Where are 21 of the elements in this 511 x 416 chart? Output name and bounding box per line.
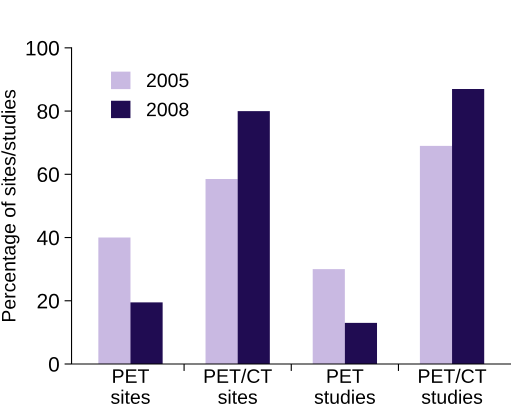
- y-tick-label: 40: [37, 230, 59, 246]
- bar: [312, 269, 345, 364]
- bar: [130, 302, 163, 364]
- y-axis-title: Percentage of sites/studies: [1, 90, 20, 322]
- x-tick-label: PET/CT sites: [204, 368, 272, 404]
- bar: [344, 322, 378, 364]
- y-tick-label: 80: [37, 104, 59, 119]
- bar: [206, 179, 238, 364]
- legend-label: 2008: [146, 102, 188, 116]
- bar: [238, 111, 270, 364]
- y-tick-label: 0: [48, 357, 59, 372]
- x-tick-label: PET/CT studies: [419, 368, 486, 404]
- bar: [452, 88, 484, 364]
- bar: [420, 146, 452, 364]
- y-tick-label: 100: [26, 40, 59, 56]
- x-tick-label: PET studies: [314, 369, 375, 404]
- bar: [98, 238, 130, 364]
- y-tick-label: 60: [38, 167, 59, 182]
- y-tick-label: 20: [38, 294, 59, 309]
- legend-label: 2005: [146, 73, 188, 88]
- x-tick-label: PET sites: [111, 369, 150, 404]
